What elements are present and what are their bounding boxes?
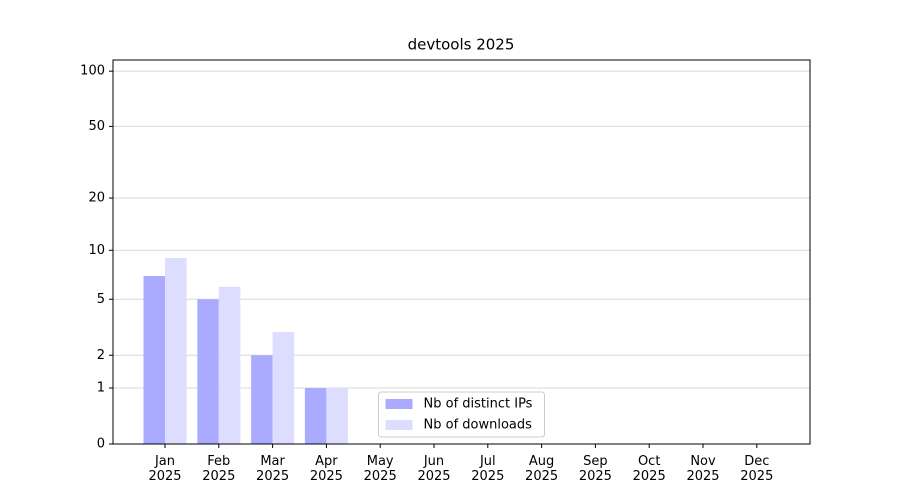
y-tick-label: 50 <box>88 119 105 134</box>
x-tick-label: Oct 2025 <box>632 454 666 484</box>
x-tick-label: Dec 2025 <box>740 454 774 484</box>
y-tick-label: 100 <box>80 64 105 79</box>
plot-frame <box>112 59 811 445</box>
y-tick-label: 1 <box>97 381 105 396</box>
y-tick-label: 5 <box>97 292 105 307</box>
x-tick-label: Sep 2025 <box>578 454 612 484</box>
bar <box>218 286 241 444</box>
legend-swatch <box>385 420 413 430</box>
x-tick-label: May 2025 <box>363 454 397 484</box>
bar <box>326 388 348 444</box>
bar <box>272 332 295 444</box>
y-tick-label: 10 <box>88 243 105 258</box>
x-tick-label: Jul 2025 <box>471 454 505 484</box>
bar <box>197 299 219 444</box>
y-tick-label: 0 <box>97 437 105 452</box>
bar <box>143 276 165 444</box>
bar <box>165 257 187 444</box>
x-tick-label: Mar 2025 <box>256 454 290 484</box>
y-tick-label: 20 <box>88 191 105 206</box>
x-tick-label: Jan 2025 <box>148 454 182 484</box>
legend-swatch <box>385 399 413 409</box>
x-tick-label: Nov 2025 <box>686 454 720 484</box>
x-tick-label: Aug 2025 <box>525 454 559 484</box>
legend-box <box>378 391 545 438</box>
y-tick-label: 2 <box>97 348 105 363</box>
legend-label: Nb of downloads <box>424 418 533 433</box>
x-tick-label: Jun 2025 <box>417 454 451 484</box>
legend: Nb of distinct IPs Nb of downloads <box>378 391 545 438</box>
bar <box>304 388 327 444</box>
x-tick-label: Apr 2025 <box>309 454 343 484</box>
bar <box>251 355 273 444</box>
legend-label: Nb of distinct IPs <box>424 397 533 412</box>
x-tick-label: Feb 2025 <box>202 454 236 484</box>
chart-title: devtools 2025 <box>408 36 515 54</box>
